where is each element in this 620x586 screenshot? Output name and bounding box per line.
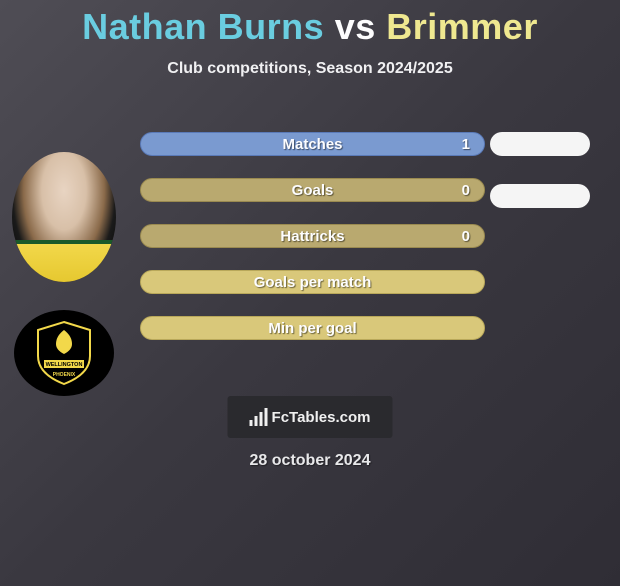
stat-label: Min per goal (268, 320, 356, 337)
comparison-pill-1 (490, 132, 590, 156)
club-badge: WELLINGTON PHOENIX (14, 310, 114, 396)
club-badge-shield-icon: WELLINGTON PHOENIX (34, 320, 94, 386)
stat-value: 0 (462, 182, 470, 199)
stat-label: Matches (282, 136, 342, 153)
vs-text: vs (335, 6, 376, 47)
player1-name: Nathan Burns (82, 6, 324, 47)
svg-text:WELLINGTON: WELLINGTON (46, 362, 83, 368)
player-column: WELLINGTON PHOENIX (8, 152, 120, 396)
stat-value: 1 (462, 136, 470, 153)
player2-name: Brimmer (386, 6, 538, 47)
date-text: 28 october 2024 (250, 452, 371, 470)
comparison-pill-2 (490, 184, 590, 208)
logo-text: FcTables.com (272, 409, 371, 426)
logo-bars-icon (250, 408, 268, 426)
stat-value: 0 (462, 228, 470, 245)
player-jersey (12, 240, 116, 282)
stat-rows: Matches 1 Goals 0 Hattricks 0 Goals per … (140, 132, 485, 362)
stat-label: Goals (292, 182, 334, 199)
source-logo: FcTables.com (228, 396, 393, 438)
svg-text:PHOENIX: PHOENIX (53, 372, 76, 378)
stat-row-goals: Goals 0 (140, 178, 485, 202)
player-headshot (12, 152, 116, 282)
comparison-title: Nathan Burns vs Brimmer (0, 6, 620, 48)
stat-row-matches: Matches 1 (140, 132, 485, 156)
subtitle: Club competitions, Season 2024/2025 (0, 60, 620, 78)
stat-row-goals-per-match: Goals per match (140, 270, 485, 294)
stat-row-min-per-goal: Min per goal (140, 316, 485, 340)
stat-label: Goals per match (254, 274, 372, 291)
stat-label: Hattricks (280, 228, 344, 245)
stat-row-hattricks: Hattricks 0 (140, 224, 485, 248)
